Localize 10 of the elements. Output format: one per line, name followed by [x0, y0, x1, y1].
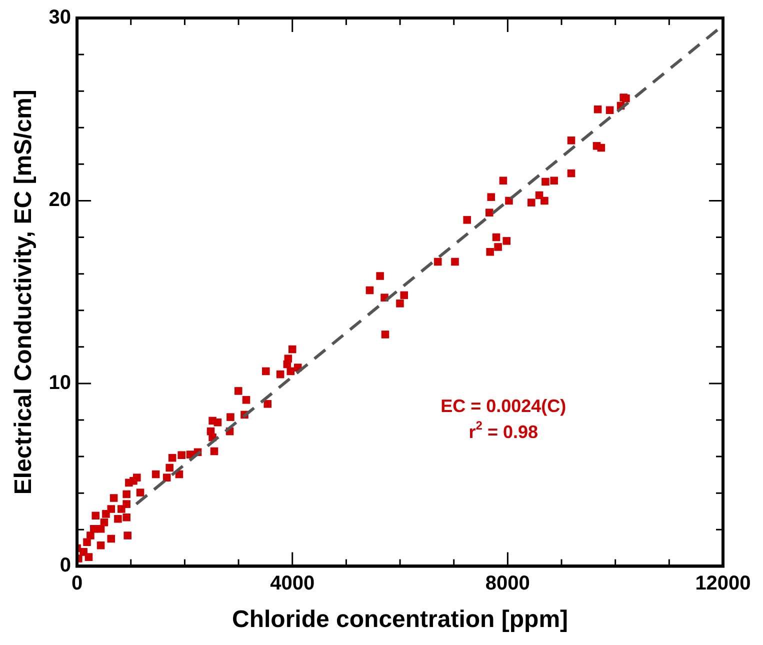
x-axis-title: Chloride concentration [ppm]	[232, 606, 568, 634]
y-tick-label: 0	[60, 554, 72, 577]
y-tick-label: 10	[48, 372, 72, 394]
x-tick-label: 4000	[270, 572, 315, 595]
annotation: EC = 0.0024(C)	[440, 396, 566, 416]
y-tick-label: 30	[48, 6, 72, 29]
y-axis-title: Electrical Conductivity, EC [mS/cm]	[10, 90, 38, 495]
x-tick-label: 12000	[695, 572, 751, 595]
y-tick-label: 20	[48, 189, 72, 212]
x-tick-label: 8000	[485, 572, 530, 595]
